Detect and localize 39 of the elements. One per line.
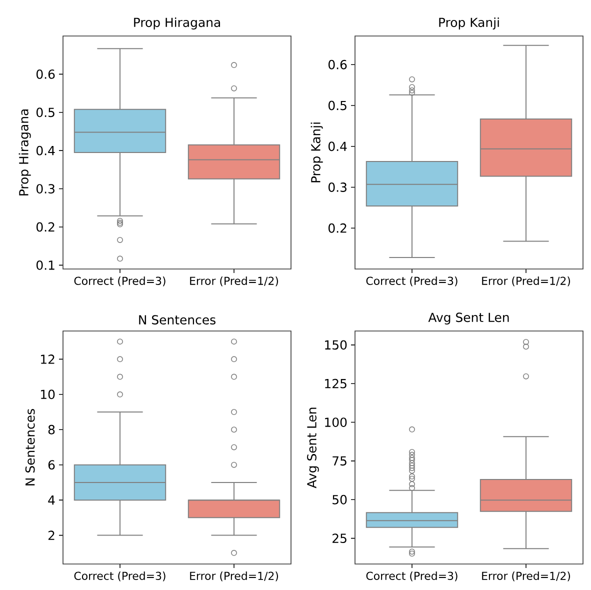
chart-title: Prop Hiragana [134, 17, 220, 30]
y-tick-label: 0.4 [36, 146, 55, 156]
x-tick-label: Correct (Pred=3) [366, 572, 458, 582]
y-tick-label: 0.3 [328, 182, 346, 192]
x-tick-label: Error (Pred=1/2) [482, 572, 570, 582]
y-tick-label: 100 [325, 418, 347, 427]
y-axis-title: Prop Hiragana [18, 109, 31, 196]
y-tick-label: 0.1 [36, 260, 54, 270]
y-tick-label: 0.3 [36, 184, 54, 194]
x-tick-label: Correct (Pred=3) [74, 276, 166, 286]
x-tick-label: Correct (Pred=3) [74, 572, 166, 582]
y-tick-label: 0.2 [328, 223, 346, 233]
chart-title: N Sentences [139, 315, 216, 324]
y-tick-label: 0.6 [328, 60, 347, 70]
x-tick-label: Error (Pred=1/2) [190, 276, 278, 286]
y-tick-label: 10 [41, 390, 55, 400]
y-tick-label: 4 [48, 496, 55, 505]
y-axis-title: N Sentences [25, 409, 35, 486]
x-tick-label: Error (Pred=1/2) [190, 572, 278, 582]
y-tick-label: 0.6 [36, 69, 55, 79]
y-axis-title: Prop Kanji [310, 122, 323, 182]
y-tick-label: 125 [325, 378, 346, 388]
chart-title: Avg Sent Len [428, 312, 509, 325]
y-axis-title: Avg Sent Len [307, 408, 319, 488]
x-tick-label: Error (Pred=1/2) [482, 276, 570, 286]
x-tick-label: Correct (Pred=3) [366, 276, 458, 286]
y-tick-label: 12 [41, 354, 54, 364]
y-tick-label: 150 [325, 340, 347, 350]
y-tick-label: 25 [332, 534, 346, 544]
y-tick-label: 50 [332, 494, 347, 504]
y-tick-label: 8 [48, 424, 55, 434]
y-tick-label: 2 [48, 530, 54, 540]
y-tick-label: 75 [332, 456, 346, 466]
y-tick-label: 0.5 [328, 100, 346, 110]
chart-title: Prop Kanji [439, 17, 499, 30]
y-tick-label: 0.2 [36, 222, 54, 232]
y-tick-label: 0.4 [328, 142, 347, 152]
y-tick-label: 6 [48, 460, 55, 470]
y-tick-label: 0.5 [36, 108, 54, 118]
